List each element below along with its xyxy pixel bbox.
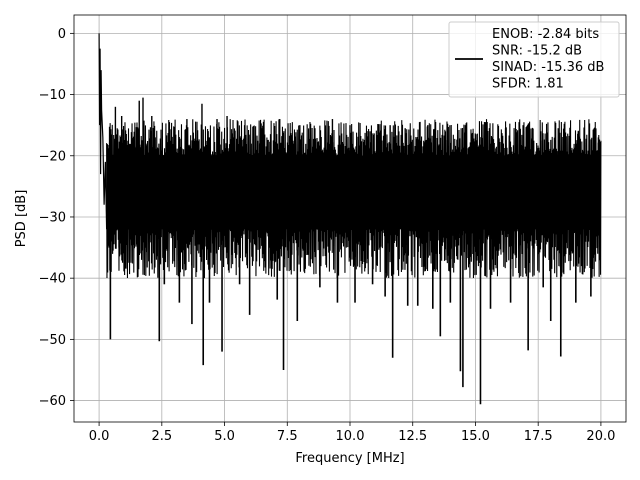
axis-ticks: 0.0 2.5 5.0 7.5 10.0 12.5 15.0 17.5 20.0 0 −10 −20 −… xyxy=(39,27,616,444)
y-tick-label: −50 xyxy=(39,333,66,348)
y-tick-label: −20 xyxy=(39,149,66,164)
legend-entry-sinad: SINAD: -15.36 dB xyxy=(492,60,604,75)
psd-noise-trace xyxy=(106,119,602,279)
x-tick-label: 2.5 xyxy=(151,429,172,444)
legend-entry-enob: ENOB: -2.84 bits xyxy=(492,27,599,42)
x-tick-label: 7.5 xyxy=(277,429,298,444)
x-tick-label: 5.0 xyxy=(214,429,235,444)
y-tick-label: −60 xyxy=(39,394,66,409)
legend-entry-snr: SNR: -15.2 dB xyxy=(492,44,582,59)
x-tick-label: 0.0 xyxy=(89,429,110,444)
x-tick-label: 17.5 xyxy=(524,429,553,444)
legend-box xyxy=(448,21,620,98)
x-tick-label: 20.0 xyxy=(586,429,615,444)
legend: ENOB: -2.84 bits SNR: -15.2 dB SINAD: -1… xyxy=(448,21,620,98)
x-tick-label: 15.0 xyxy=(461,429,490,444)
y-axis-label: PSD [dB] xyxy=(14,190,29,248)
x-tick-label: 10.0 xyxy=(336,429,365,444)
y-tick-label: −30 xyxy=(39,210,66,225)
plot-area xyxy=(98,33,602,405)
y-tick-label: −40 xyxy=(39,272,66,287)
y-tick-label: −10 xyxy=(39,88,66,103)
y-tick-label: 0 xyxy=(58,27,66,42)
x-axis-label: Frequency [MHz] xyxy=(295,451,404,466)
legend-entry-sfdr: SFDR: 1.81 xyxy=(492,77,564,92)
x-tick-label: 12.5 xyxy=(398,429,427,444)
